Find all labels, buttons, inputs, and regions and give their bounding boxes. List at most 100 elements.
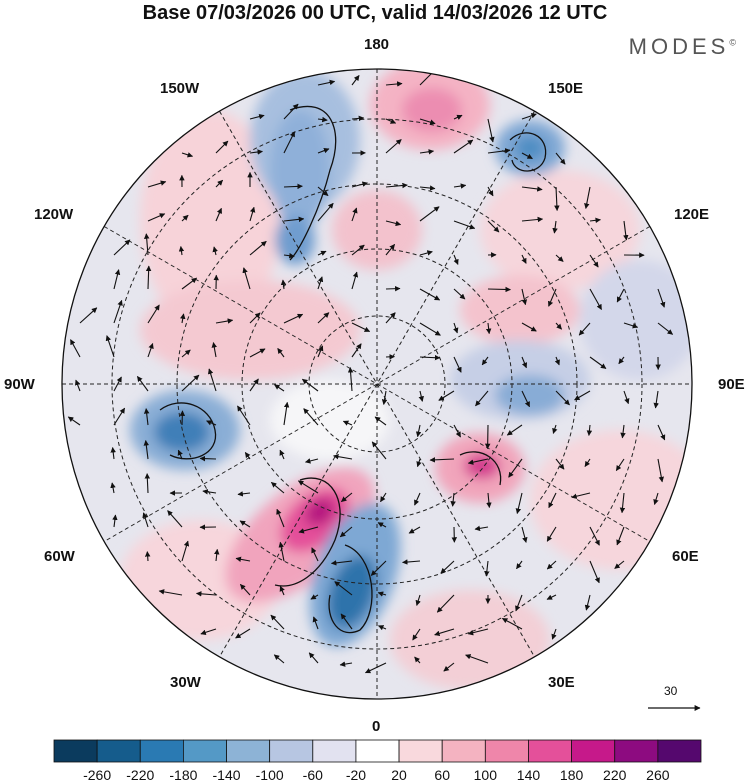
wind-vector — [450, 492, 456, 507]
wind-vector — [147, 213, 166, 222]
wind-vector — [515, 594, 523, 612]
lon-label-30w: 30W — [170, 674, 201, 691]
colorbar-tick-label: 20 — [391, 767, 407, 783]
wind-vector — [419, 185, 436, 191]
wind-vector — [283, 131, 296, 154]
anomaly-field — [120, 69, 692, 690]
wind-vector — [546, 560, 557, 570]
wind-vector — [546, 594, 557, 600]
wind-vector — [515, 492, 523, 515]
wind-vector — [181, 374, 200, 392]
colorbar-swatch — [355, 739, 400, 763]
wind-vector — [181, 540, 190, 562]
wind-vector — [195, 591, 217, 597]
wind-vector — [453, 220, 476, 230]
wind-vector — [614, 560, 625, 569]
wind-vector — [143, 440, 150, 460]
wind-vector — [274, 384, 285, 392]
wind-vector — [110, 482, 116, 494]
wind-vector — [521, 186, 543, 192]
wind-vector — [339, 526, 353, 538]
wind-vector — [438, 390, 455, 401]
wind-vector — [616, 288, 625, 303]
wind-vector — [429, 457, 455, 463]
wind-vector — [310, 594, 319, 600]
wind-vector — [385, 312, 396, 324]
wind-vector — [521, 322, 537, 332]
wind-vector — [412, 628, 421, 641]
colorbar-tick-label: -180 — [169, 767, 197, 783]
wind-vector — [237, 491, 251, 497]
wind-vector — [105, 335, 115, 358]
colorbar-swatch — [312, 739, 357, 763]
wind-vector — [113, 407, 126, 426]
wind-vector — [249, 312, 261, 324]
wind-vector — [574, 390, 591, 401]
wind-vector — [419, 118, 436, 125]
wind-vector — [657, 322, 674, 335]
brand-text: MODES — [628, 34, 730, 59]
map-border — [61, 68, 693, 700]
wind-vector — [474, 525, 489, 532]
colorbar-tick-label: -260 — [83, 767, 111, 783]
colorbar-tick-label: 180 — [560, 767, 584, 783]
wind-vector — [167, 510, 183, 528]
lon-label-30e: 30E — [548, 674, 575, 691]
wind-vector — [521, 526, 528, 543]
wind-vector — [521, 288, 528, 306]
wind-vector — [110, 447, 116, 460]
wind-vector — [618, 356, 625, 365]
wind-vector — [555, 254, 564, 262]
wind-vector — [589, 526, 600, 546]
wind-vector — [249, 149, 263, 155]
wind-vector — [586, 424, 593, 436]
wind-vector — [211, 342, 217, 358]
wind-vector — [521, 152, 533, 160]
wind-vector — [158, 589, 183, 596]
wind-vector — [212, 246, 218, 256]
wind-vector — [653, 492, 659, 506]
wind-vector — [377, 522, 387, 528]
wind-vector — [334, 581, 353, 596]
lon-label-90e: 90E — [718, 376, 745, 393]
wind-vector — [283, 313, 304, 324]
colorbar-tick-label: 100 — [474, 767, 498, 783]
wind-vector — [277, 347, 285, 358]
wind-vector — [443, 662, 455, 672]
wind-vector — [414, 656, 421, 664]
wind-vector — [465, 654, 489, 664]
wind-vector — [144, 551, 151, 562]
colorbar-tick-label: 140 — [517, 767, 541, 783]
wind-vector — [589, 560, 600, 584]
wind-vector — [385, 118, 397, 124]
wind-vector — [301, 378, 319, 392]
wind-vector — [578, 322, 591, 336]
wind-vector — [620, 424, 626, 439]
colorbar-tick-label: 220 — [603, 767, 627, 783]
colorbar-swatch — [441, 739, 486, 763]
wind-vector — [419, 354, 441, 361]
wind-vector — [487, 286, 511, 293]
wind-vector — [276, 508, 285, 528]
wind-vector — [584, 458, 591, 467]
wind-vector — [239, 520, 251, 528]
wind-vector — [415, 424, 422, 438]
wind-vector — [552, 424, 558, 434]
wind-vector — [380, 492, 387, 503]
wind-vector — [280, 279, 287, 290]
wind-vector — [330, 560, 353, 566]
map-title: Base 07/03/2026 00 UTC, valid 14/03/2026… — [142, 2, 608, 24]
wind-vector — [283, 183, 303, 190]
wind-vector — [113, 269, 121, 290]
lon-label-150e: 150E — [548, 80, 584, 97]
reference-vector-label: 30 — [664, 684, 678, 698]
wind-vector — [589, 356, 607, 369]
wind-vector — [181, 349, 191, 358]
wind-vector — [351, 207, 358, 222]
wind-vector — [623, 322, 639, 329]
wind-vector — [235, 628, 251, 639]
wind-vector — [552, 220, 558, 234]
colorbar-swatch — [657, 739, 702, 763]
colorbar-tick-label: 260 — [646, 767, 670, 783]
wind-vector — [419, 288, 441, 301]
